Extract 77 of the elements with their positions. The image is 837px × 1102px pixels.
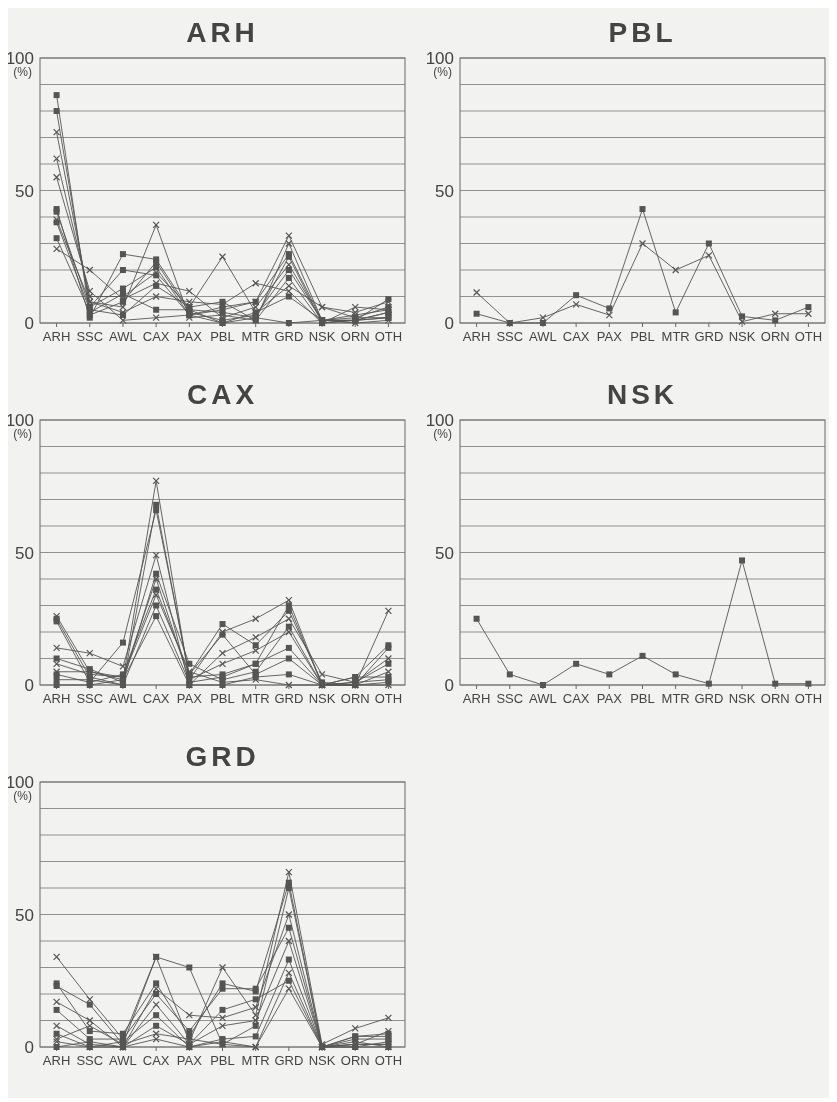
x-tick-label: ARH — [42, 691, 71, 706]
y-axis-title: (%) — [13, 427, 32, 441]
x-tick-label: ORN — [760, 329, 790, 344]
y-tick-label: 0 — [444, 314, 454, 333]
x-tick-label: PAX — [596, 691, 623, 706]
x-tick-label: ARH — [42, 329, 71, 344]
x-tick-label: OTH — [374, 329, 403, 344]
y-tick-label: 50 — [15, 905, 34, 925]
y-tick-label: 50 — [435, 181, 454, 201]
x-tick-label: SSC — [76, 691, 104, 706]
x-tick-label: NSK — [308, 1053, 336, 1068]
y-tick-label: 50 — [15, 181, 34, 201]
x-tick-label: MTR — [241, 329, 270, 344]
x-tick-label: PBL — [210, 691, 235, 706]
x-tick-label: ARH — [462, 329, 491, 344]
y-tick-label: 0 — [24, 314, 34, 333]
x-tick-label: GRD — [274, 329, 304, 344]
y-tick-label: 0 — [444, 676, 454, 695]
x-tick-label: NSK — [728, 691, 756, 706]
x-tick-label: PAX — [176, 691, 203, 706]
chart-title: CAX — [186, 379, 259, 410]
x-tick-label: GRD — [694, 329, 724, 344]
x-tick-label: ARH — [462, 691, 491, 706]
y-tick-label: 0 — [24, 1038, 34, 1057]
x-tick-label: MTR — [241, 1053, 270, 1068]
x-tick-label: SSC — [76, 1053, 104, 1068]
x-tick-label: ORN — [340, 1053, 370, 1068]
x-tick-label: NSK — [308, 329, 336, 344]
x-tick-label: OTH — [794, 691, 823, 706]
x-tick-label: OTH — [374, 1053, 403, 1068]
x-tick-label: CAX — [142, 691, 170, 706]
x-tick-label: PBL — [210, 329, 235, 344]
x-tick-label: AWL — [109, 1053, 137, 1068]
chart-title: PBL — [608, 17, 677, 48]
x-tick-label: ARH — [42, 1053, 71, 1068]
x-tick-label: PAX — [176, 1053, 203, 1068]
y-axis-title: (%) — [13, 65, 32, 79]
x-tick-label: OTH — [374, 691, 403, 706]
x-tick-label: SSC — [496, 329, 524, 344]
x-tick-label: AWL — [109, 691, 137, 706]
x-tick-label: CAX — [142, 329, 170, 344]
x-tick-label: CAX — [562, 329, 590, 344]
x-tick-label: GRD — [274, 691, 304, 706]
x-tick-label: MTR — [661, 691, 690, 706]
x-tick-label: OTH — [794, 329, 823, 344]
chart-title: NSK — [606, 379, 679, 410]
x-tick-label: MTR — [241, 691, 270, 706]
y-tick-label: 50 — [435, 543, 454, 563]
x-tick-label: NSK — [308, 691, 336, 706]
x-tick-label: ORN — [340, 329, 370, 344]
x-tick-label: PBL — [210, 1053, 235, 1068]
x-tick-label: PAX — [176, 329, 203, 344]
x-tick-label: GRD — [694, 691, 724, 706]
x-tick-label: CAX — [142, 1053, 170, 1068]
x-tick-label: AWL — [529, 329, 557, 344]
x-tick-label: CAX — [562, 691, 590, 706]
x-tick-label: AWL — [109, 329, 137, 344]
chart-title: ARH — [186, 17, 259, 48]
y-axis-title: (%) — [433, 427, 452, 441]
x-tick-label: PBL — [630, 329, 655, 344]
x-tick-label: ORN — [340, 691, 370, 706]
x-tick-label: AWL — [529, 691, 557, 706]
chart-title: GRD — [185, 741, 260, 772]
x-tick-label: ORN — [760, 691, 790, 706]
x-tick-label: PBL — [630, 691, 655, 706]
x-tick-label: PAX — [596, 329, 623, 344]
y-axis-title: (%) — [13, 789, 32, 803]
y-tick-label: 50 — [15, 543, 34, 563]
y-axis-title: (%) — [433, 65, 452, 79]
x-tick-label: SSC — [496, 691, 524, 706]
x-tick-label: GRD — [274, 1053, 304, 1068]
y-tick-label: 100 — [425, 411, 454, 430]
x-tick-label: MTR — [661, 329, 690, 344]
x-tick-label: NSK — [728, 329, 756, 344]
y-tick-label: 0 — [24, 676, 34, 695]
y-tick-label: 100 — [425, 49, 454, 68]
x-tick-label: SSC — [76, 329, 104, 344]
